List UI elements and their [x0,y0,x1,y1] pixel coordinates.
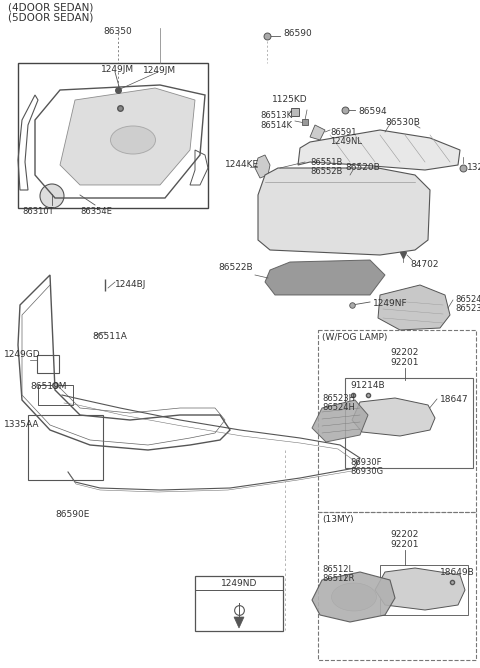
Bar [318,512,476,660]
Text: (4DOOR SEDAN): (4DOOR SEDAN) [8,2,94,12]
Text: 18649B: 18649B [440,568,475,577]
Text: 86511A: 86511A [92,332,127,341]
Text: 86590E: 86590E [55,510,89,519]
Polygon shape [234,617,244,628]
Polygon shape [298,130,460,170]
Text: 86512L: 86512L [322,565,353,574]
Bar [375,222,420,244]
Text: 86524H: 86524H [322,403,355,412]
Text: 86354E: 86354E [80,207,112,216]
Ellipse shape [380,407,410,427]
Text: 1249JM: 1249JM [101,65,134,74]
Polygon shape [312,400,368,442]
Text: 86519M: 86519M [30,382,67,391]
Text: 92202: 92202 [390,348,419,357]
Bar [37,355,59,373]
Text: 86520B: 86520B [345,163,380,172]
Ellipse shape [332,583,376,611]
Text: 86350: 86350 [104,27,132,36]
Text: 91214B: 91214B [350,381,384,390]
Text: 1249JM: 1249JM [143,66,176,75]
Polygon shape [378,285,450,330]
Text: 92201: 92201 [390,358,419,367]
Bar [18,63,208,208]
Text: 1249NF: 1249NF [373,299,408,308]
Text: 86590: 86590 [283,29,312,37]
Text: 18647: 18647 [440,395,468,404]
Bar [38,385,73,405]
Polygon shape [312,572,395,622]
Text: 86930F: 86930F [350,458,382,467]
Text: 1244KE: 1244KE [225,160,259,169]
Polygon shape [352,398,435,436]
Text: 86514K: 86514K [260,121,292,130]
Text: 1327AC: 1327AC [467,163,480,172]
Bar [380,565,468,615]
Circle shape [40,184,64,208]
Bar [28,415,103,480]
Text: 1244BJ: 1244BJ [115,280,146,289]
Text: 92202: 92202 [390,530,419,539]
Text: 86524C: 86524C [455,295,480,304]
Text: (5DOOR SEDAN): (5DOOR SEDAN) [8,13,94,23]
Ellipse shape [110,126,156,154]
Polygon shape [255,155,270,178]
Text: 86930G: 86930G [350,467,383,476]
Polygon shape [60,88,195,185]
Bar [345,378,473,468]
Polygon shape [375,568,465,610]
Text: 86522B: 86522B [218,263,252,272]
Bar [195,576,283,631]
Text: 86594: 86594 [358,107,386,116]
Bar [318,330,476,512]
Text: 1335AA: 1335AA [4,420,39,429]
Text: 86552B: 86552B [310,167,342,176]
Text: 86530B: 86530B [385,118,420,127]
Text: 1249ND: 1249ND [221,579,257,588]
Text: (13MY): (13MY) [322,515,354,524]
Text: 1249GD: 1249GD [4,350,41,359]
Text: 86591: 86591 [330,128,357,137]
Text: 92201: 92201 [390,540,419,549]
Text: 86551B: 86551B [310,158,342,167]
Text: 86310T: 86310T [22,207,54,216]
Text: 86523H: 86523H [322,394,355,403]
Polygon shape [258,168,430,255]
Text: 1125KD: 1125KD [272,95,308,104]
Text: 86513K: 86513K [260,111,292,120]
Text: (W/FOG LAMP): (W/FOG LAMP) [322,333,387,342]
Text: 84702: 84702 [410,260,439,269]
Text: 86512R: 86512R [322,574,354,583]
Polygon shape [310,125,325,140]
Polygon shape [265,260,385,295]
Text: 1249NL: 1249NL [330,137,362,146]
Text: 86523B: 86523B [455,304,480,313]
